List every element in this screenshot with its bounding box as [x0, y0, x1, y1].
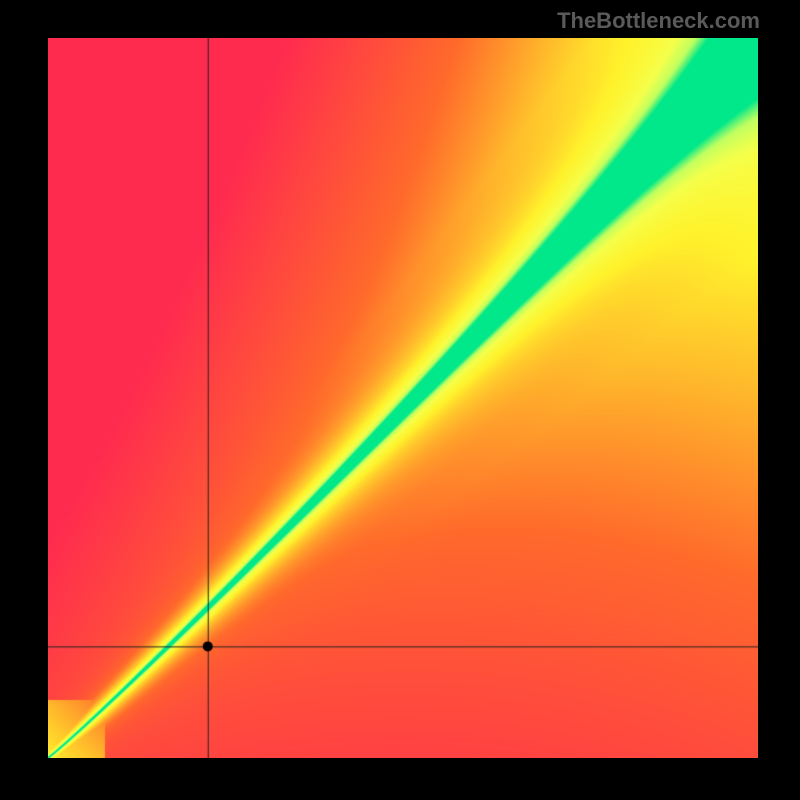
chart-area — [48, 38, 758, 758]
watermark-text: TheBottleneck.com — [557, 8, 760, 34]
bottleneck-heatmap — [48, 38, 758, 758]
